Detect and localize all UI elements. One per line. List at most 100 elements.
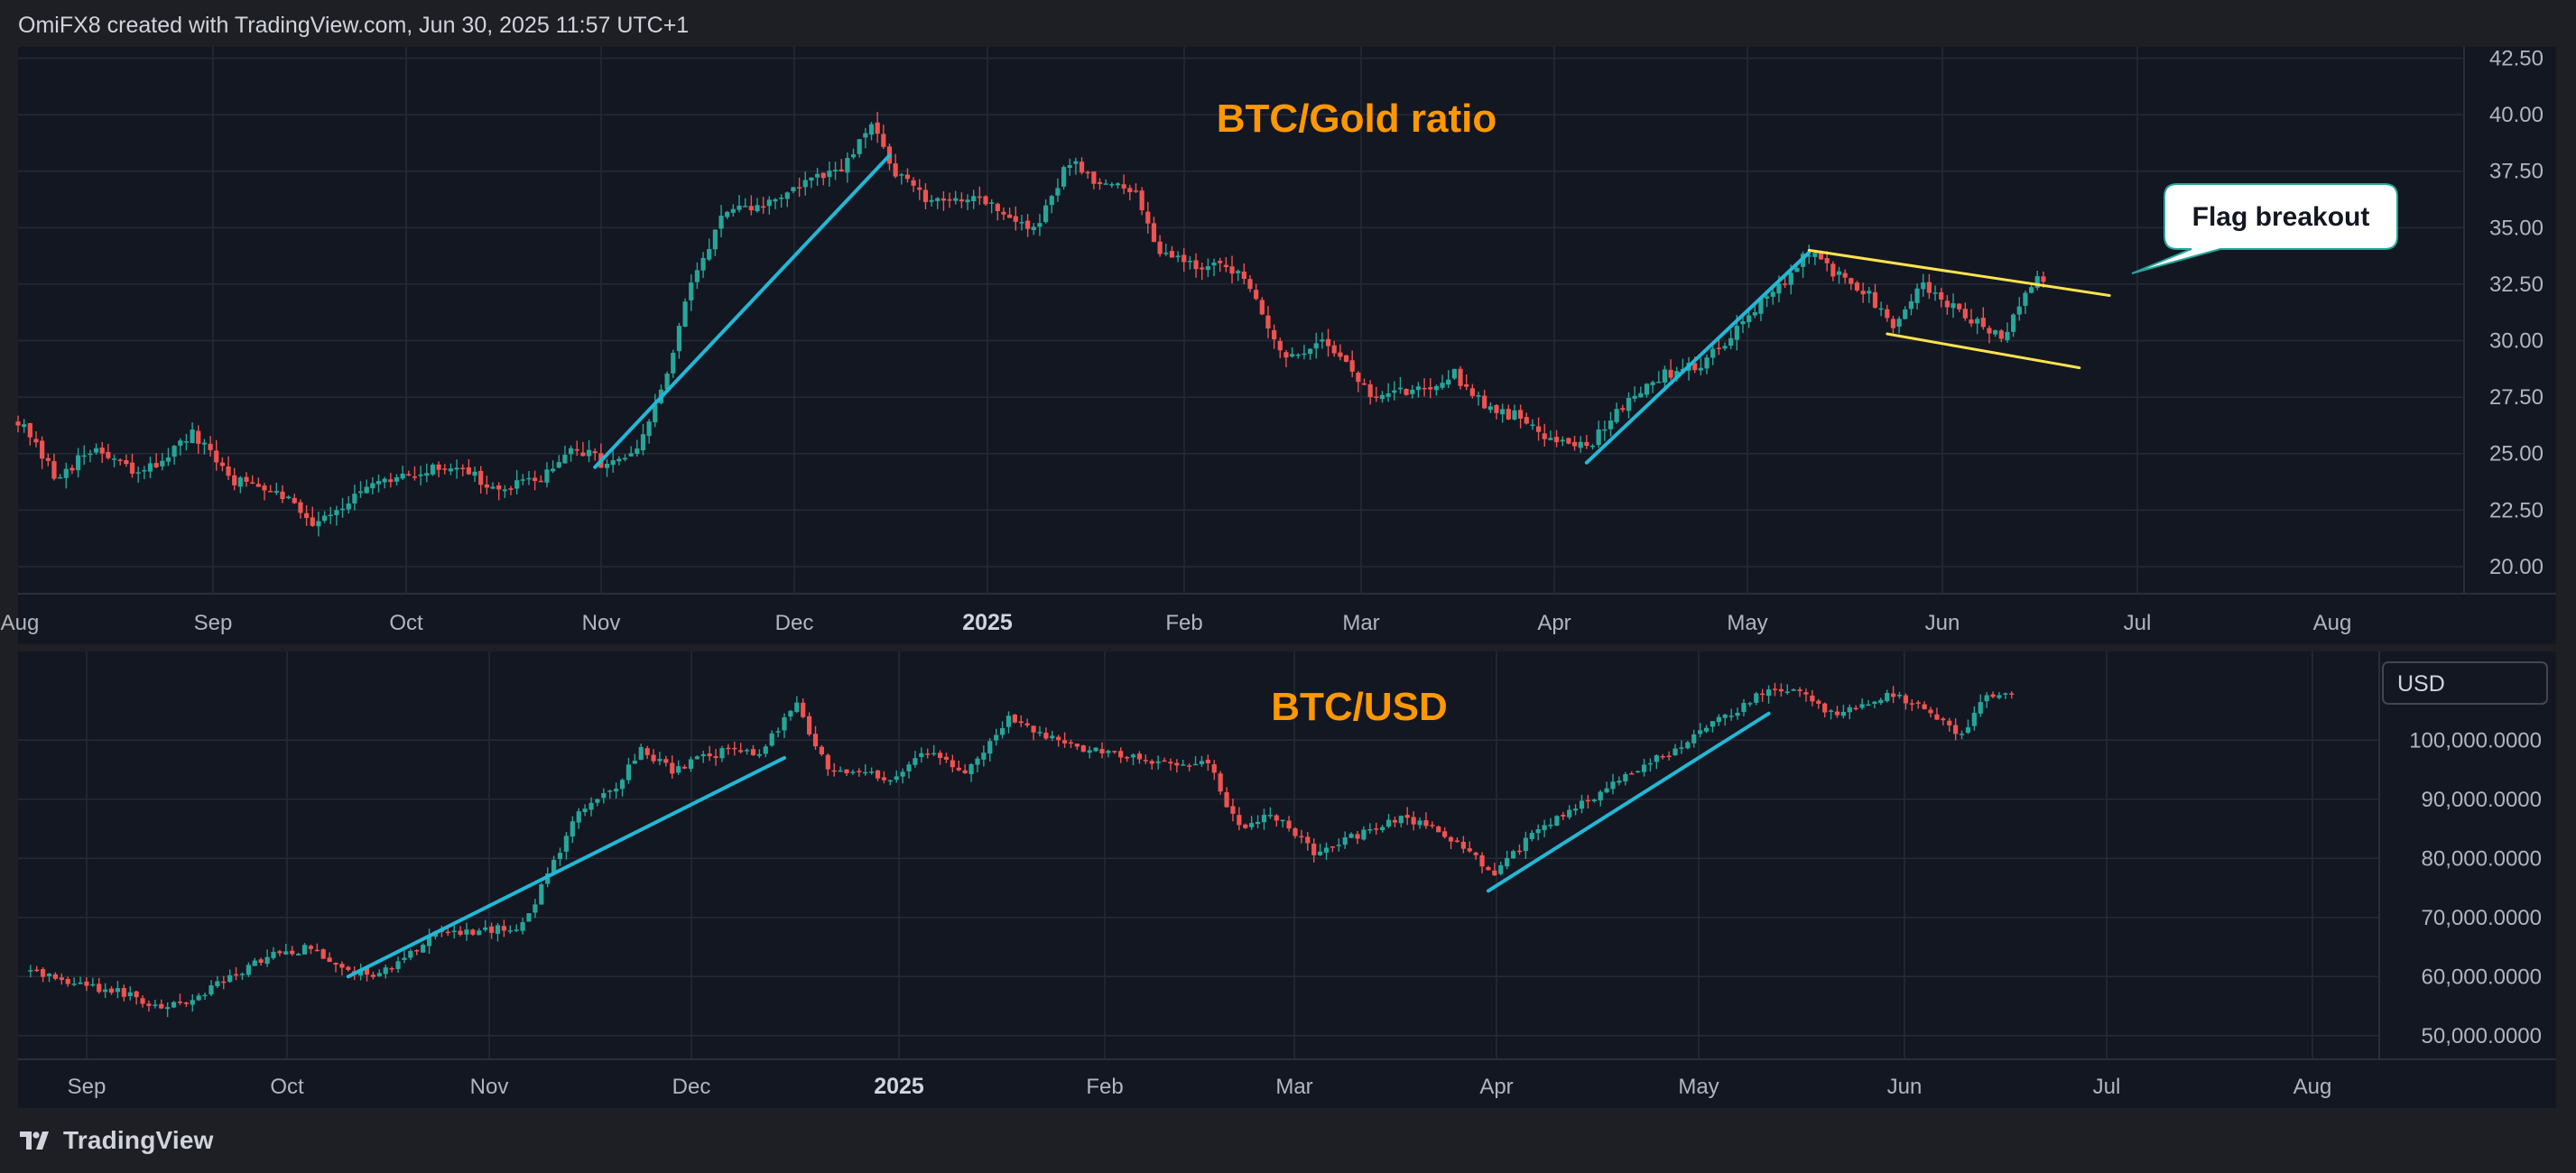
candle-body [501,926,506,931]
candle-body [681,766,688,769]
candle-body [460,467,466,470]
price-tick-label: 50,000.0000 [2422,1024,2542,1048]
candle-body [580,452,586,457]
candle-body [1299,836,1304,838]
candle-body [33,439,39,443]
candle-body [1254,290,1259,300]
candle-body [1735,712,1740,716]
btc-usd-pane[interactable]: 100,000.0000 90,000.0000 80,000.0000 70,000… [18,651,2556,1108]
candle-body [424,473,430,476]
candle-body [226,466,231,476]
candle-body [544,469,550,483]
candle-body [1155,761,1161,763]
candle-body [1436,826,1441,833]
candle-body [246,965,251,975]
candle-body [1068,742,1074,744]
candle-body [1302,353,1307,356]
candle-body [1211,764,1217,773]
candle-body [616,458,622,462]
candle-body [1978,702,1983,714]
candle-body [568,448,574,455]
time-tick-label: Aug [1,611,40,635]
candle-body [183,441,190,443]
candle-body [346,503,351,510]
candle-body [171,1002,177,1008]
candle-body [1317,851,1323,855]
candle-body [875,122,880,134]
candle-body [375,481,382,485]
candle-body [183,1002,189,1004]
candle-body [1411,817,1416,825]
currency-selector-button[interactable] [2382,661,2548,705]
candle-body [1074,744,1080,747]
candle-body [232,475,237,485]
candle-body [1878,699,1884,704]
btc-gold-time-axis [18,594,2556,644]
candle-body [376,973,382,976]
candle-body [121,987,126,997]
candle-body [1530,424,1535,427]
price-tick-label: 25.00 [2489,442,2544,466]
candle-body [454,467,459,470]
candle-body [115,988,121,993]
candle-body [619,780,625,790]
candle-body [713,756,718,759]
time-tick-label: May [1727,611,1767,635]
candle-body [190,1000,195,1005]
trend-line [593,153,892,469]
candle-body [395,961,401,969]
candle-body [1223,264,1228,267]
candle-body [1647,762,1654,765]
candle-body [40,440,45,459]
candle-body [1005,716,1012,727]
candle-body [71,984,77,985]
candle-body [610,460,616,466]
callout-box [2131,183,2398,274]
candle-body [1959,734,1965,735]
candle-body [1277,340,1283,351]
candle-body [1012,714,1017,723]
candle-body [478,470,484,485]
candle-body [1740,321,1746,325]
candle-body [84,981,89,986]
candle-body [750,749,756,755]
candle-body [202,994,208,997]
candle-body [794,702,800,713]
candle-body [814,173,820,178]
candle-body [502,489,507,492]
candle-body [919,753,924,758]
price-tick-label: 35.00 [2489,216,2544,240]
candle-body [2005,331,2010,341]
candle-body [106,451,111,458]
candle-body [965,199,970,203]
candle-body [1385,393,1391,397]
candle-body [1143,760,1148,762]
candle-body [850,154,857,158]
candle-body [472,471,477,476]
candle-body [140,998,145,1004]
candle-body [1331,345,1337,354]
candle-body [1428,387,1433,390]
candle-body [1055,188,1061,196]
candle-body [244,476,249,482]
candle-body [533,904,538,913]
candle-body [99,448,105,454]
candle-body [526,477,532,480]
candle-body [1019,222,1024,224]
candle-body [1440,383,1445,388]
time-tick-label: Aug [2293,1075,2332,1099]
candle-body [688,759,694,769]
btc-gold-pane[interactable]: 42.50 40.00 37.50 35.00 32.50 30.00 27.50 25.00… [1,47,2556,644]
candle-body [981,753,987,760]
btc-usd-price-axis: 100,000.0000 90,000.0000 80,000.0000 70,000… [2409,728,2542,1048]
candle-body [308,946,314,949]
candle-body [1803,692,1809,695]
candle-body [1629,773,1635,775]
candle-body [1975,319,1980,324]
candle-body [2011,314,2016,332]
candle-body [159,1003,164,1009]
time-tick-label: Jul [2093,1075,2121,1099]
candle-body [622,457,628,460]
candle-body [962,770,968,773]
trend-line [346,755,786,979]
